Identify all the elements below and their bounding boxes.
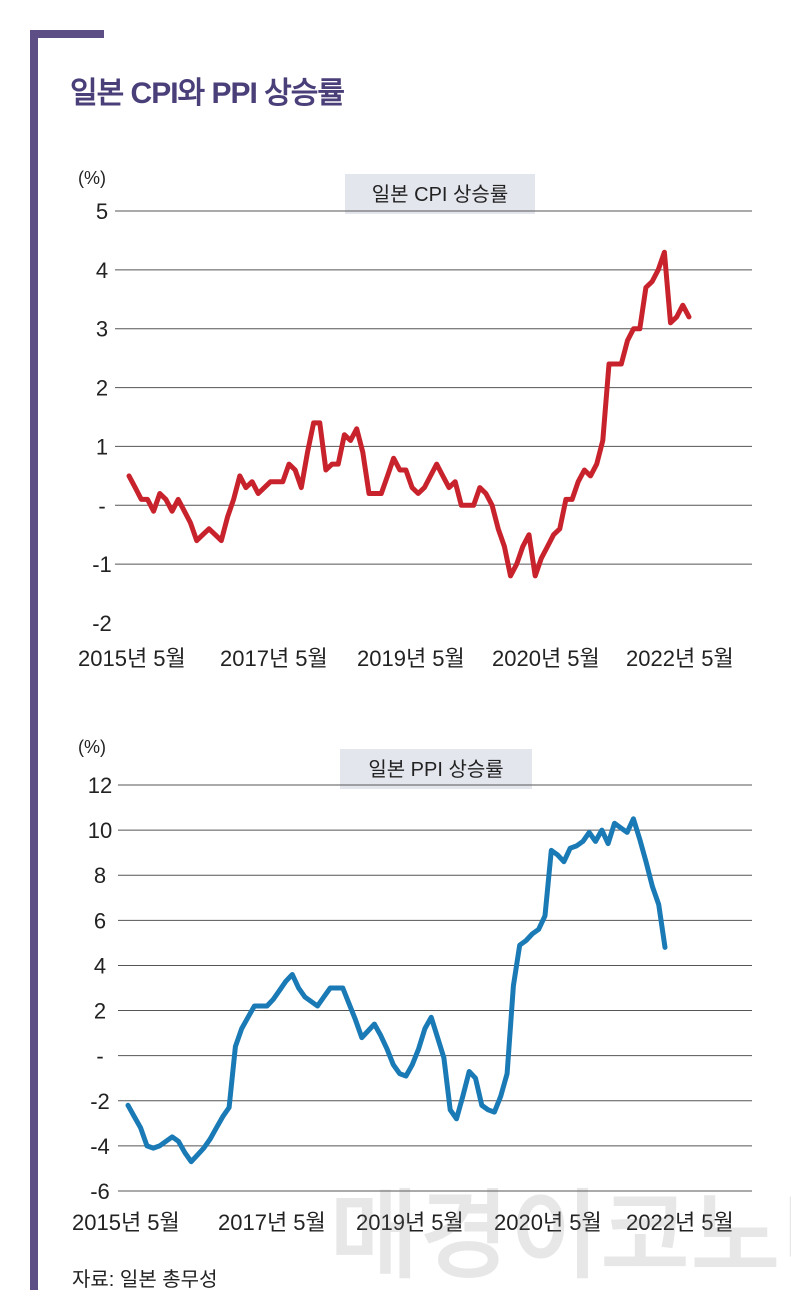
ppi-y-tick-label: 2: [94, 999, 106, 1024]
ppi-line: [125, 816, 668, 1165]
cpi-line: [126, 249, 692, 579]
cpi-series: [126, 249, 692, 579]
ppi-y-tick-label: 10: [88, 818, 112, 843]
ppi-y-tick-label: -2: [90, 1089, 110, 1114]
cpi-title-badge: [345, 174, 535, 214]
cpi-y-tick-label: -1: [92, 552, 112, 577]
ppi-y-tick-label: -: [96, 1044, 103, 1069]
cpi-x-tick-label: 2020년 5월: [492, 646, 600, 671]
cpi-chart-title: 일본 CPI 상승률: [372, 183, 508, 206]
ppi-x-tick-label: 2020년 5월: [494, 1210, 602, 1235]
frame-accent-bar: [30, 30, 38, 1290]
ppi-y-tick-label: -6: [90, 1179, 110, 1204]
ppi-series: [125, 816, 668, 1165]
frame-accent-top: [30, 30, 104, 38]
cpi-x-tick-label: 2019년 5월: [357, 646, 465, 671]
cpi-y-tick-label: 1: [96, 434, 108, 459]
ppi-title-badge: [340, 749, 532, 789]
cpi-y-tick-label: -2: [92, 611, 112, 636]
ppi-gridlines: [118, 784, 752, 1192]
ppi-x-axis: 2015년 5월 2017년 5월 2019년 5월 2020년 5월 2022년 5월: [72, 1210, 734, 1235]
ppi-unit-label: (%): [78, 737, 106, 757]
ppi-chart-title: 일본 PPI 상승률: [368, 758, 503, 781]
ppi-x-tick-label: 2022년 5월: [626, 1210, 734, 1235]
ppi-x-tick-label: 2017년 5월: [218, 1210, 326, 1235]
cpi-unit-label: (%): [78, 168, 106, 188]
ppi-y-tick-label: -4: [90, 1134, 110, 1159]
cpi-x-tick-label: 2015년 5월: [78, 646, 186, 671]
ppi-y-tick-label: 8: [94, 863, 106, 888]
ppi-y-axis: 12 10 8 6 4 2 - -2 -4 -6: [88, 773, 112, 1204]
cpi-x-tick-label: 2017년 5월: [220, 646, 328, 671]
cpi-y-tick-label: 3: [96, 317, 108, 342]
cpi-chart: (%) 일본 CPI 상승률 5 4 3 2 1 - -1 -2 2015년 5월 2017년 …: [78, 168, 752, 671]
cpi-y-tick-label: 2: [96, 376, 108, 401]
ppi-y-tick-label: 12: [88, 773, 112, 798]
cpi-gridlines: [115, 210, 752, 565]
cpi-y-axis: 5 4 3 2 1 - -1 -2: [92, 199, 112, 636]
source-note: 자료: 일본 총무성: [72, 1269, 218, 1291]
cpi-x-axis: 2015년 5월 2017년 5월 2019년 5월 2020년 5월 2022년 5월: [78, 646, 734, 671]
ppi-x-tick-label: 2019년 5월: [356, 1210, 464, 1235]
cpi-x-tick-label: 2022년 5월: [626, 646, 734, 671]
cpi-y-tick-label: -: [98, 493, 105, 518]
page-title: 일본 CPI와 PPI 상승률: [70, 77, 345, 110]
ppi-x-tick-label: 2015년 5월: [72, 1210, 180, 1235]
ppi-y-tick-label: 4: [94, 953, 106, 978]
ppi-y-tick-label: 6: [94, 908, 106, 933]
cpi-y-tick-label: 4: [96, 258, 108, 283]
cpi-y-tick-label: 5: [96, 199, 108, 224]
